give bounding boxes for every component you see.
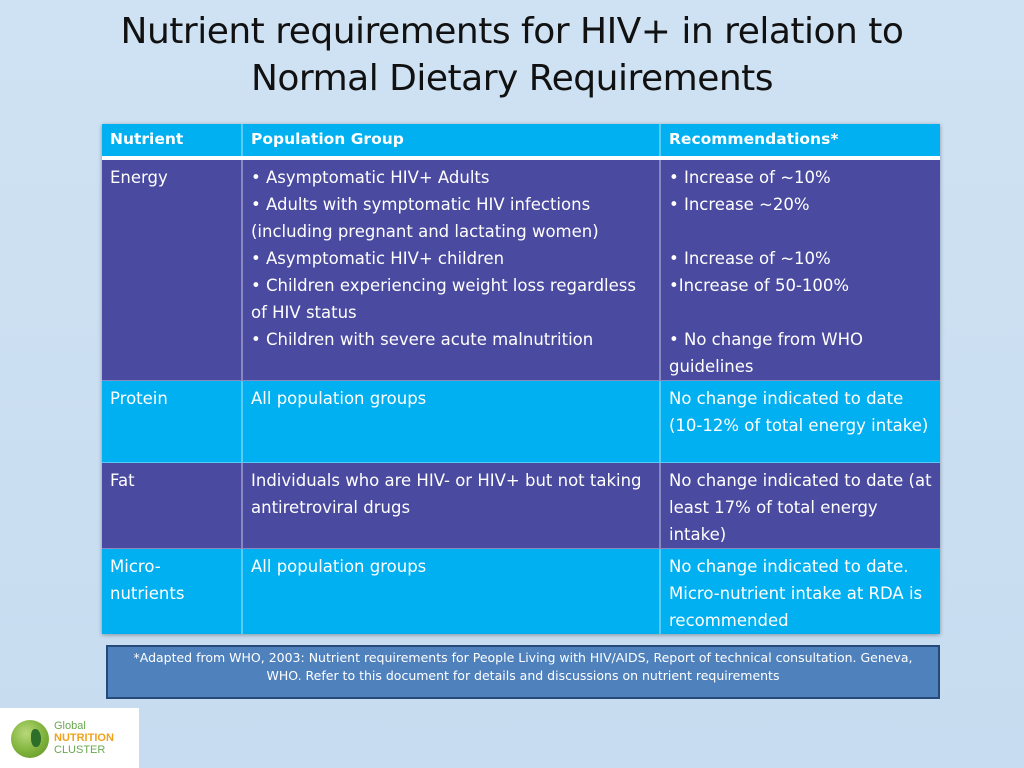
cell-nutrient: Protein: [102, 380, 242, 463]
cell-population: All population groups: [241, 380, 660, 463]
slide-title: Nutrient requirements for HIV+ in relati…: [0, 8, 1024, 102]
list-item: • Asymptomatic HIV+ Adults: [251, 168, 490, 187]
cell-population: • Asymptomatic HIV+ Adults • Adults with…: [241, 158, 660, 381]
globe-icon: [11, 720, 49, 758]
global-nutrition-cluster-logo: Global NUTRITION CLUSTER: [0, 708, 139, 768]
header-recommendations: Recommendations*: [659, 124, 940, 158]
cell-recommendations: • Increase of ~10% • Increase ~20% • Inc…: [659, 158, 940, 381]
cell-recommendations: No change indicated to date (10-12% of t…: [659, 380, 940, 463]
logo-line-2: NUTRITION: [54, 732, 114, 744]
logo-wordmark: Global NUTRITION CLUSTER: [54, 720, 114, 756]
table-row-fat: Fat Individuals who are HIV- or HIV+ but…: [102, 462, 940, 549]
list-item: • Children experiencing weight loss rega…: [251, 276, 636, 322]
footnote-box: *Adapted from WHO, 2003: Nutrient requir…: [106, 645, 940, 699]
cell-nutrient: Energy: [102, 158, 242, 381]
cell-recommendations: No change indicated to date (at least 17…: [659, 462, 940, 549]
cell-population: All population groups: [241, 548, 660, 634]
table-row-protein: Protein All population groups No change …: [102, 380, 940, 463]
logo-line-1: Global: [54, 720, 86, 732]
title-line-2: Normal Dietary Requirements: [250, 58, 774, 99]
list-item: • Asymptomatic HIV+ children: [251, 249, 505, 268]
list-item: • Adults with symptomatic HIV infections…: [251, 195, 599, 241]
list-item: • No change from WHO guidelines: [669, 330, 863, 376]
title-line-1: Nutrient requirements for HIV+ in relati…: [120, 11, 904, 52]
table-row-energy: Energy • Asymptomatic HIV+ Adults • Adul…: [102, 158, 940, 381]
header-nutrient: Nutrient: [110, 130, 184, 148]
list-item: • Children with severe acute malnutritio…: [251, 330, 594, 349]
cell-population: Individuals who are HIV- or HIV+ but not…: [241, 462, 660, 549]
list-spacer: [669, 299, 934, 326]
list-item: •Increase of 50-100%: [669, 276, 850, 295]
list-item: • Increase ~20%: [669, 195, 810, 214]
list-item: • Increase of ~10%: [669, 168, 831, 187]
header-population-group: Population Group: [241, 124, 660, 158]
cell-nutrient: Micro-nutrients: [102, 548, 242, 634]
logo-line-3: CLUSTER: [54, 744, 106, 756]
list-item: • Increase of ~10%: [669, 249, 831, 268]
cell-recommendations: No change indicated to date. Micro-nutri…: [659, 548, 940, 634]
footnote-text: *Adapted from WHO, 2003: Nutrient requir…: [133, 650, 913, 683]
cell-nutrient: Fat: [102, 462, 242, 549]
table-header-row: Nutrient Population Group Recommendation…: [102, 124, 940, 158]
list-spacer: [669, 218, 934, 245]
table-row-micronutrients: Micro-nutrients All population groups No…: [102, 548, 940, 634]
nutrient-requirements-table: Nutrient Population Group Recommendation…: [102, 124, 940, 634]
